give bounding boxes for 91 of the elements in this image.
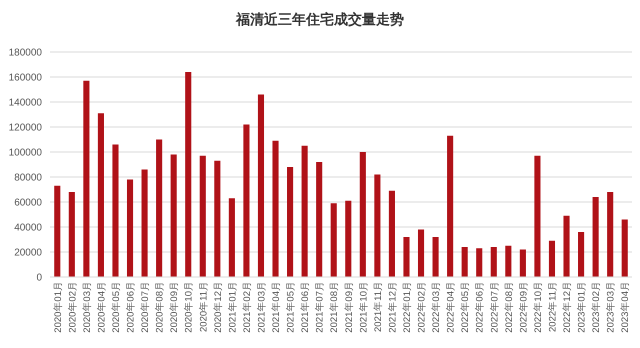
bar	[272, 140, 279, 277]
bar	[142, 170, 148, 277]
bar	[345, 200, 352, 277]
x-tick-label: 2020年11月	[197, 281, 210, 332]
bar	[258, 94, 264, 277]
bar	[534, 156, 540, 277]
x-tick-label: 2022年09月	[517, 281, 530, 333]
x-tick-label: 2020年02月	[66, 281, 78, 333]
y-tick-label: 180000	[8, 48, 42, 58]
bar	[563, 216, 570, 277]
bar	[287, 167, 294, 277]
bar	[388, 190, 395, 277]
bar	[214, 160, 220, 277]
bar	[578, 232, 584, 277]
x-tick-label: 2022年12月	[561, 281, 574, 333]
x-tick-label: 2022年06月	[474, 281, 486, 333]
x-tick-label: 2020年06月	[124, 281, 137, 333]
x-tick-label: 2020年08月	[154, 281, 166, 333]
x-tick-label: 2022年02月	[416, 281, 428, 333]
x-tick-label: 2021年12月	[386, 281, 398, 333]
y-tick-label: 140000	[8, 98, 42, 108]
x-tick-label: 2020年09月	[168, 281, 180, 333]
x-tick-label: 2022年05月	[459, 281, 472, 333]
bar	[403, 237, 410, 277]
x-tick-label: 2020年12月	[212, 281, 224, 333]
bar	[170, 154, 177, 277]
x-tick-label: 2022年04月	[444, 281, 457, 333]
bar	[490, 247, 497, 277]
x-tick-label: 2020年07月	[139, 281, 152, 333]
x-tick-label: 2023年03月	[604, 281, 617, 333]
bar	[374, 174, 380, 277]
y-tick-label: 160000	[8, 72, 42, 84]
bar	[520, 250, 526, 277]
bar	[243, 124, 250, 277]
bar	[98, 113, 104, 277]
x-tick-label: 2020年10月	[182, 281, 195, 333]
x-tick-label: 2020年01月	[52, 281, 64, 333]
x-tick-label: 2021年06月	[299, 281, 312, 333]
x-tick-label: 2021年05月	[284, 281, 297, 333]
bar	[505, 246, 512, 277]
x-tick-label: 2022年03月	[430, 281, 442, 333]
bar	[316, 162, 322, 277]
chart-title: 福清近三年住宅成交量走势	[235, 11, 404, 27]
bar	[156, 140, 162, 277]
bar	[622, 220, 628, 277]
bar	[592, 197, 599, 277]
bar	[462, 247, 468, 277]
bar	[330, 203, 337, 277]
y-tick-label: 20000	[14, 248, 42, 258]
x-tick-label: 2023年04月	[619, 281, 632, 333]
bar	[112, 144, 119, 277]
x-tick-label: 2022年07月	[488, 281, 500, 333]
x-tick-label: 2023年01月	[576, 281, 588, 333]
x-tick-label: 2022年10月	[532, 281, 544, 333]
bar	[607, 192, 614, 277]
x-tick-label: 2020年04月	[95, 281, 108, 333]
bar	[302, 146, 308, 277]
bar	[83, 80, 90, 277]
bar	[54, 186, 60, 277]
x-tick-label: 2021年02月	[240, 281, 253, 333]
y-tick-label: 80000	[14, 172, 42, 184]
x-tick-label: 2022年08月	[502, 281, 515, 333]
x-tick-label: 2021年09月	[342, 281, 355, 333]
bar	[447, 136, 454, 277]
x-tick-label: 2022年01月	[400, 281, 413, 333]
x-tick-label: 2021年04月	[270, 281, 282, 333]
x-tick-label: 2021年08月	[328, 281, 340, 333]
x-tick-label: 2021年10月	[357, 281, 370, 333]
y-tick-label: 120000	[8, 122, 42, 134]
y-tick-label: 60000	[14, 198, 42, 208]
y-tick-label: 0	[36, 272, 42, 284]
x-tick-label: 2021年07月	[314, 281, 326, 333]
bar	[548, 240, 556, 277]
x-tick-label: 2023年02月	[590, 281, 602, 333]
bar	[228, 198, 235, 277]
x-tick-label: 2021年03月	[255, 281, 268, 333]
bar	[432, 237, 439, 277]
x-tick-label: 2021年11月	[372, 281, 384, 332]
bar	[360, 152, 366, 277]
bar	[68, 192, 75, 277]
x-tick-label: 2022年11月	[546, 281, 558, 332]
x-tick-label: 2020年05月	[110, 281, 122, 333]
bar	[418, 230, 424, 277]
bar	[200, 156, 206, 277]
x-tick-label: 2021年01月	[226, 281, 238, 333]
bar	[126, 180, 134, 277]
bar	[476, 248, 482, 277]
y-tick-label: 40000	[14, 222, 42, 234]
x-tick-label: 2020年03月	[80, 281, 93, 333]
bar	[185, 72, 192, 277]
y-tick-label: 100000	[8, 148, 42, 158]
